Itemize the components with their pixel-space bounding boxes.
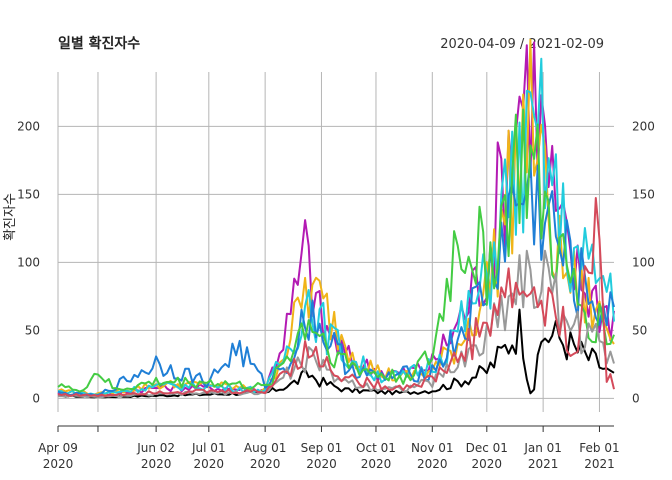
plot-area: 0 0 50 50 100 100 150 150 200 200 Apr 09 2020 Jun 02… [17,38,655,471]
x-tick-label: Jun 02 [136,441,175,455]
y-tick-label-right: 0 [632,391,640,405]
x-tick-label: Dec 01 [466,441,508,455]
series-line [57,197,615,398]
x-tick-year-label: 2020 [194,457,225,471]
y-tick-label-left: 100 [17,255,40,269]
y-tick-label-left: 0 [32,391,40,405]
series-line [57,249,615,399]
y-axis-label: 확진자수 [3,193,18,241]
x-tick-label: Feb 01 [579,441,619,455]
x-tick-label: Nov 01 [411,441,454,455]
y-tick-label-left: 50 [25,323,40,337]
x-tick-year-label: 2020 [141,457,172,471]
x-tick-label: Oct 01 [356,441,396,455]
y-tick-label-right: 150 [632,187,655,201]
series-line [57,108,615,393]
x-tick-label: Sep 01 [301,441,343,455]
y-tick-label-right: 200 [632,119,655,133]
date-range: 2020-04-09 / 2021-02-09 [440,37,604,52]
x-tick-label: Jan 01 [523,441,562,455]
x-tick-year-label: 2020 [306,457,337,471]
x-tick-year-label: 2020 [417,457,448,471]
x-tick-year-label: 2021 [528,457,559,471]
y-tick-label-right: 50 [632,323,647,337]
x-tick-year-label: 2021 [584,457,615,471]
x-tick-label: Jul 01 [191,441,226,455]
y-tick-label-left: 200 [17,119,40,133]
x-tick-year-label: 2020 [361,457,392,471]
x-tick-year-label: 2020 [472,457,503,471]
series-line [57,159,615,397]
x-tick-year-label: 2020 [43,457,74,471]
y-tick-label-left: 150 [17,187,40,201]
x-tick-year-label: 2020 [250,457,281,471]
y-tick-label-right: 100 [632,255,655,269]
chart-title: 일별 확진자수 [58,35,140,52]
x-tick-label: Apr 09 [38,441,78,455]
x-tick-label: Aug 01 [244,441,287,455]
